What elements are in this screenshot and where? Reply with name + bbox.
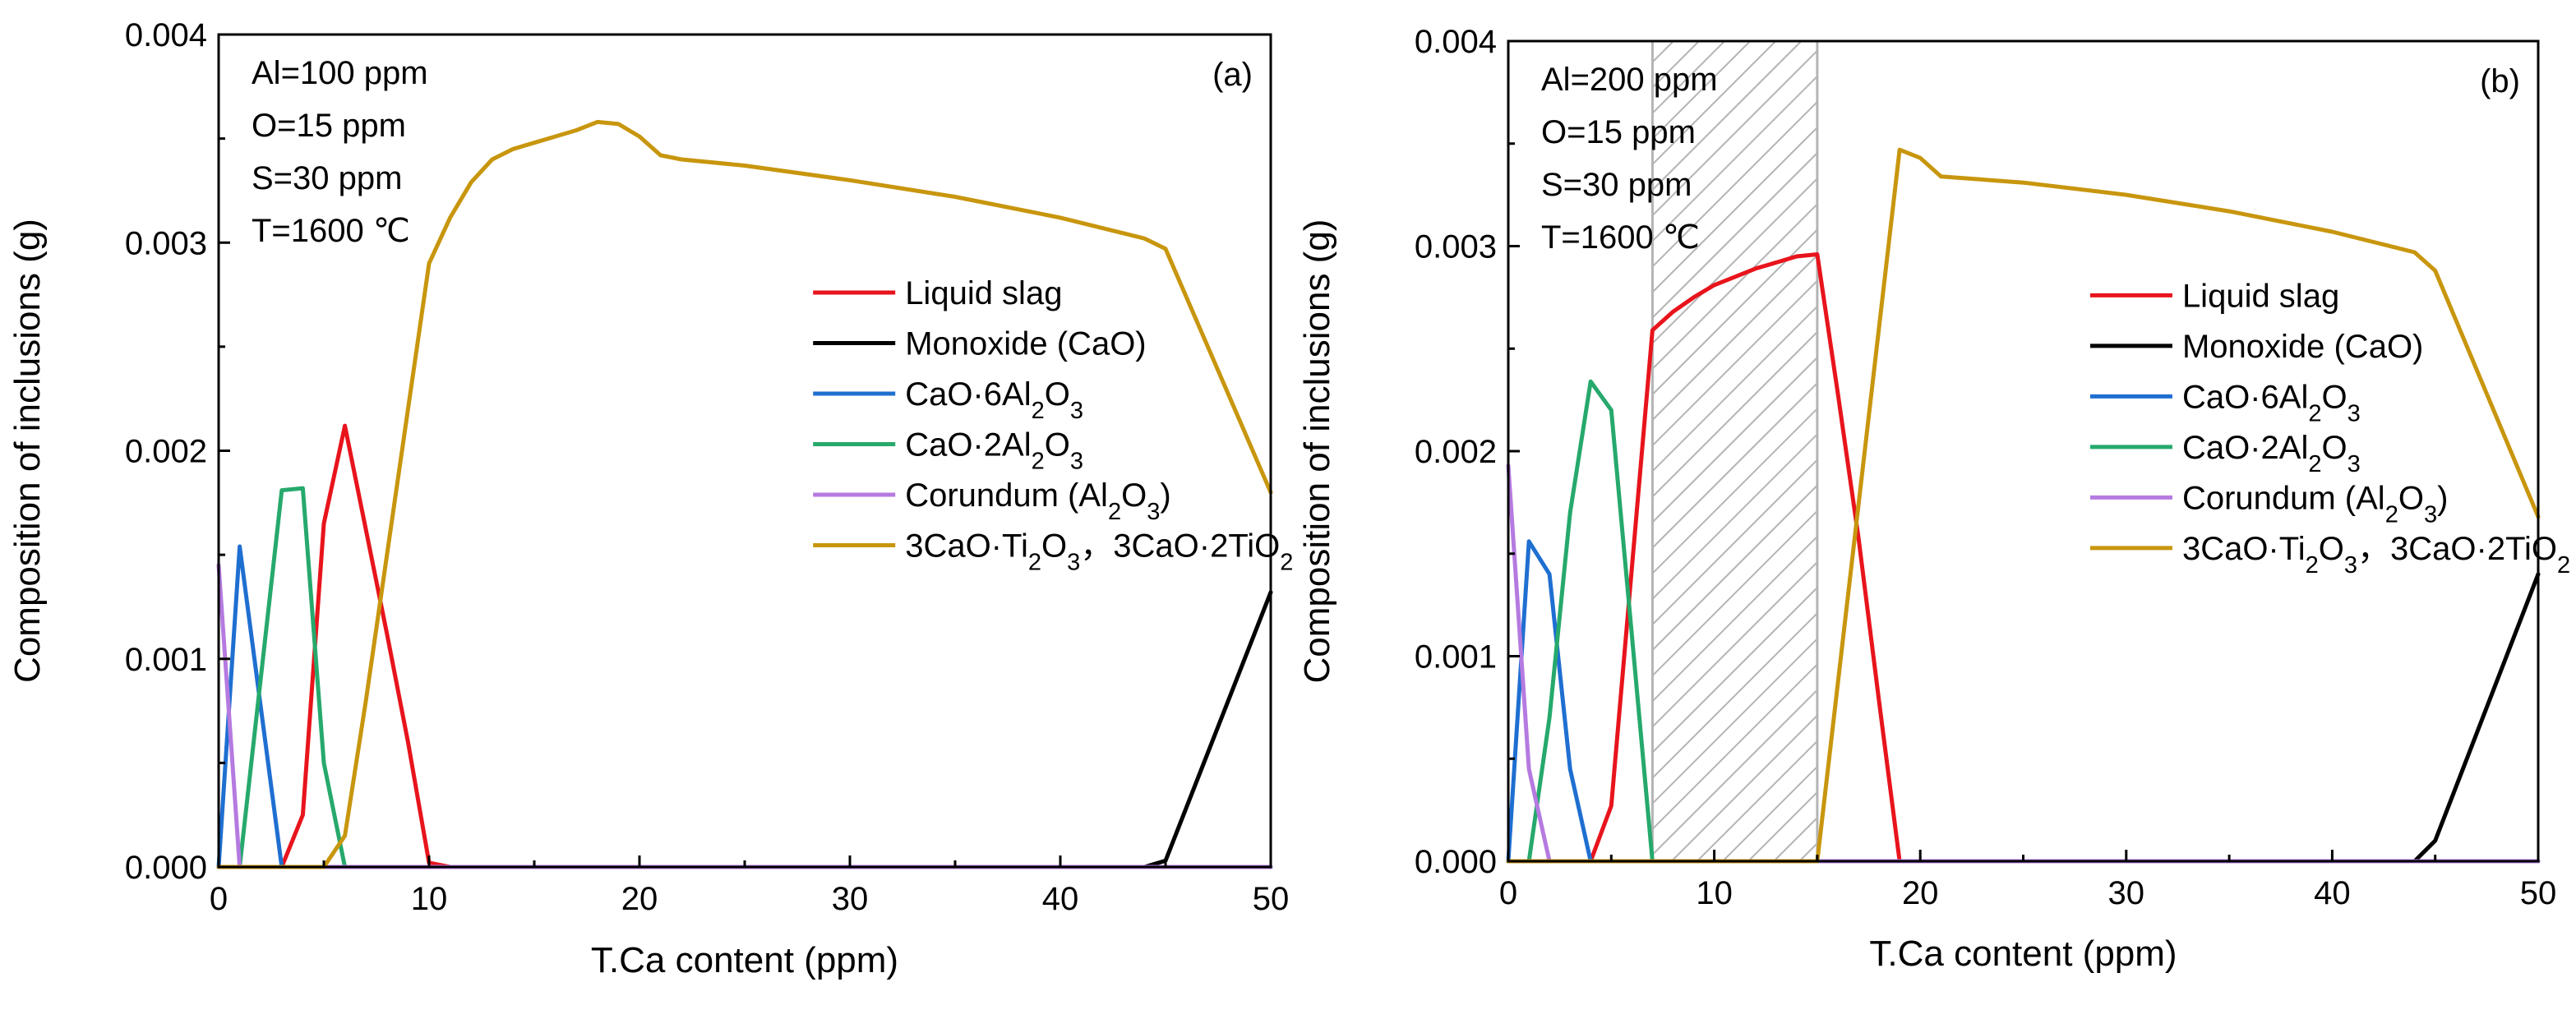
x-tick-label: 30 xyxy=(832,881,869,917)
x-tick-label: 50 xyxy=(2520,875,2557,911)
y-tick-label: 0.001 xyxy=(125,642,207,678)
y-tick-label: 0.000 xyxy=(1415,844,1497,880)
panel-label: (b) xyxy=(2480,63,2520,99)
y-tick-label: 0.004 xyxy=(1415,24,1497,60)
x-tick-label: 20 xyxy=(621,881,658,917)
panel-a: 0 10 20 30 40 50 0.000 0.001 0.002 0.003 0.004 T.Ca… xyxy=(7,17,1293,980)
legend-label-monoxide: Monoxide (CaO) xyxy=(2182,329,2423,365)
y-tick-label: 0.002 xyxy=(1415,434,1497,470)
legend-label-liquid: Liquid slag xyxy=(905,275,1062,311)
series-line-titanate xyxy=(216,119,1273,869)
condition-text: S=30 ppm xyxy=(1541,167,1692,203)
shaded-region xyxy=(1650,39,1819,863)
y-axis-title: Composition of inclusions (g) xyxy=(7,219,48,683)
x-tick-label: 20 xyxy=(1902,875,1939,911)
y-tick-label: 0.001 xyxy=(1415,639,1497,675)
series-line-ca2al xyxy=(1506,379,2541,864)
y-tick-label: 0.003 xyxy=(125,225,207,261)
x-tick-label: 0 xyxy=(210,881,228,917)
series-line-liquid xyxy=(1506,252,2541,864)
legend-label-ca2al: CaO·2Al2O3 xyxy=(905,427,1083,475)
series-line-corundum xyxy=(216,563,1273,869)
x-tick-label: 0 xyxy=(1499,875,1517,911)
plot-frame xyxy=(217,33,1272,869)
y-axis-title: Composition of inclusions (g) xyxy=(1297,219,1337,684)
condition-text: T=1600 ℃ xyxy=(252,213,410,249)
legend-label-corundum: Corundum (Al2O3) xyxy=(2182,480,2449,528)
y-tick-label: 0.004 xyxy=(125,17,207,53)
condition-text: Al=100 ppm xyxy=(252,55,428,91)
x-tick-label: 50 xyxy=(1253,881,1290,917)
x-axis-title: T.Ca content (ppm) xyxy=(1869,934,2177,974)
condition-text: O=15 ppm xyxy=(252,108,406,144)
y-tick-label: 0.000 xyxy=(125,850,207,886)
series-line-titanate xyxy=(1506,147,2541,864)
x-tick-label: 10 xyxy=(1696,875,1733,911)
panel-label: (a) xyxy=(1212,57,1253,93)
legend-label-ca6al: CaO·6Al2O3 xyxy=(2182,379,2361,427)
legend-label-ca2al: CaO·2Al2O3 xyxy=(2182,430,2361,477)
x-axis-title: T.Ca content (ppm) xyxy=(591,940,898,980)
x-tick-label: 40 xyxy=(2314,875,2351,911)
x-tick-label: 40 xyxy=(1042,881,1079,917)
legend-label-corundum: Corundum (Al2O3) xyxy=(905,477,1171,525)
x-tick-label: 10 xyxy=(411,881,448,917)
panel-b: 0 10 20 30 40 50 0.000 0.001 0.002 0.003 0.004 T.Ca… xyxy=(1297,24,2570,974)
legend-label-monoxide: Monoxide (CaO) xyxy=(905,326,1146,362)
legend-label-titanate: 3CaO·Ti2O3，3CaO·2TiO2 xyxy=(2182,531,2570,579)
legend-label-liquid: Liquid slag xyxy=(2182,278,2339,314)
x-tick-label: 30 xyxy=(2108,875,2145,911)
condition-text: T=1600 ℃ xyxy=(1541,219,1700,256)
series-line-liquid xyxy=(216,423,1273,869)
y-tick-label: 0.003 xyxy=(1415,229,1497,265)
condition-text: O=15 ppm xyxy=(1541,114,1696,150)
condition-text: S=30 ppm xyxy=(252,160,402,196)
series-line-ca6al xyxy=(216,544,1273,869)
y-tick-label: 0.002 xyxy=(125,434,207,470)
legend-label-ca6al: CaO·6Al2O3 xyxy=(905,376,1083,424)
condition-text: Al=200 ppm xyxy=(1541,62,1718,98)
legend-label-titanate: 3CaO·Ti2O3，3CaO·2TiO2 xyxy=(905,528,1293,576)
